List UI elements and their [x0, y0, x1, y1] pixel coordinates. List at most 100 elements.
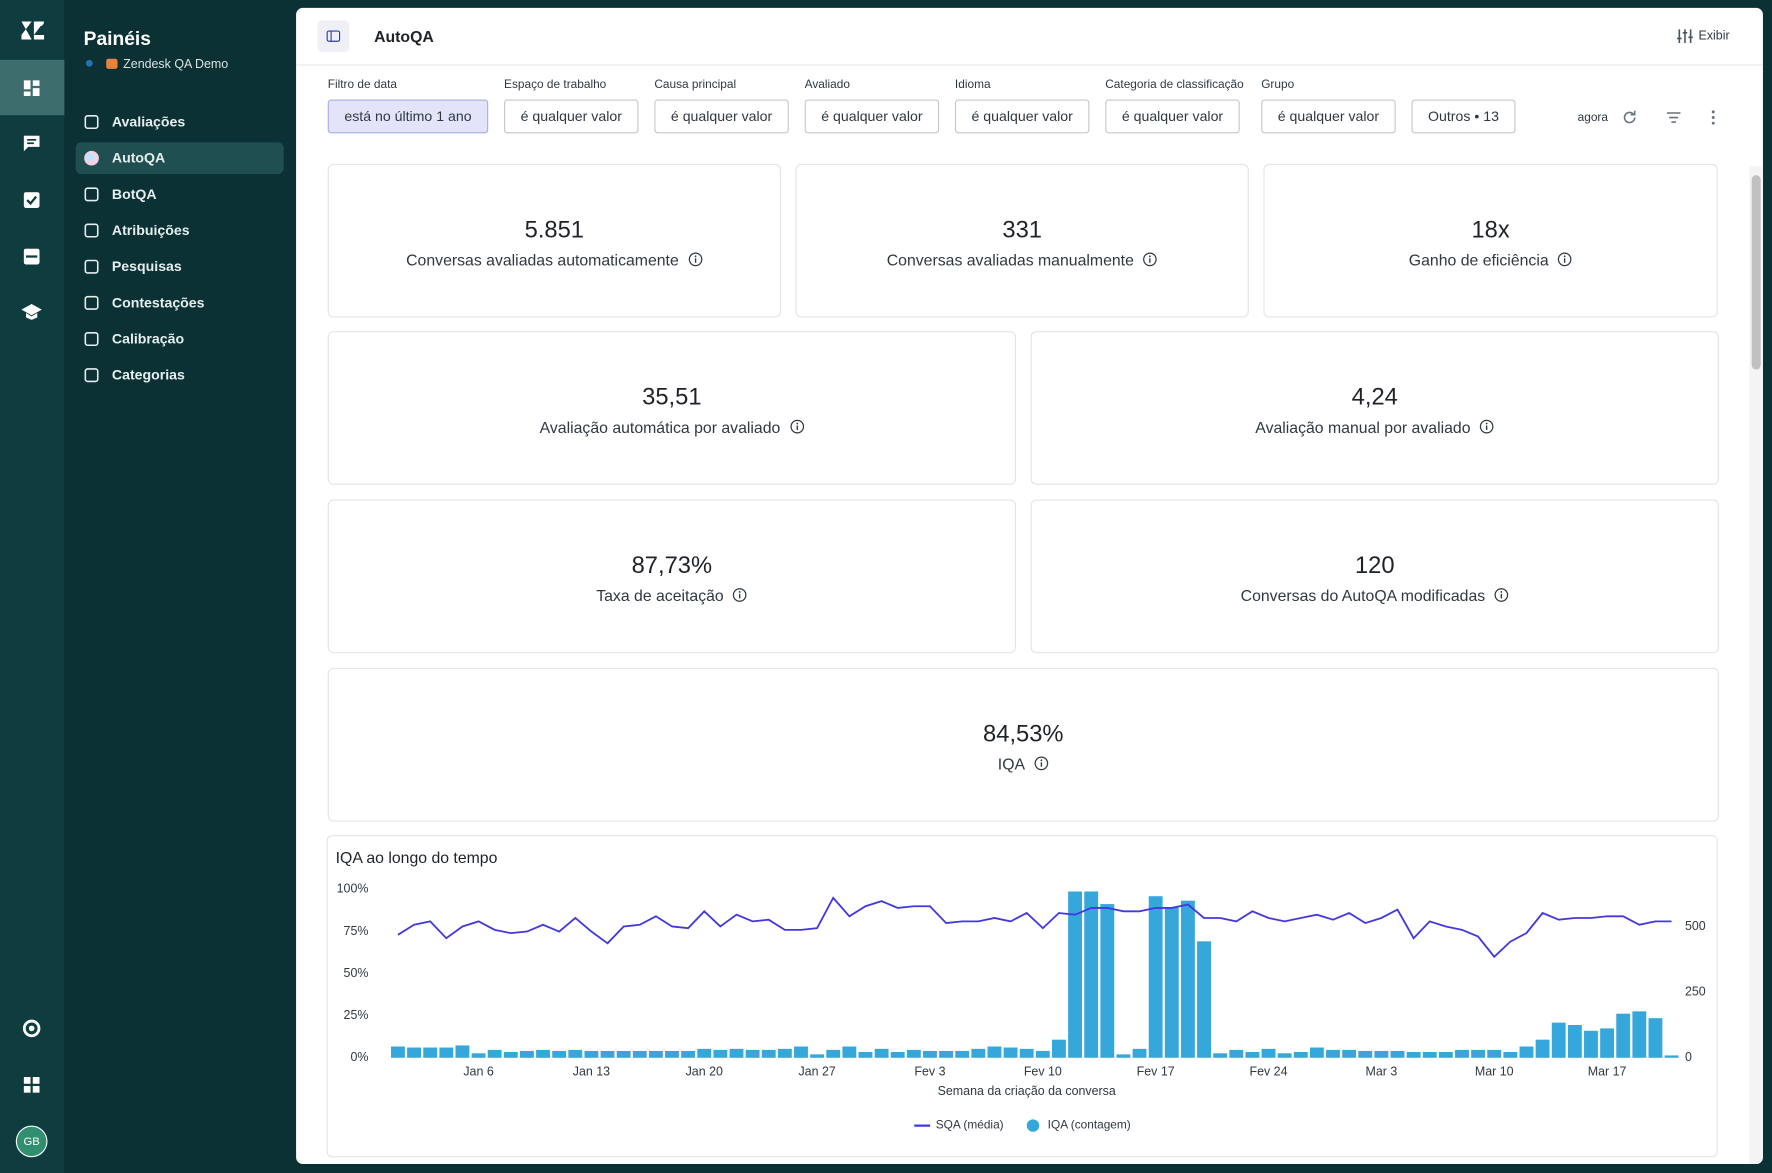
- nav-item[interactable]: AutoQA: [111, 150, 166, 167]
- metric-card: 35,51 Avaliação automática por avaliado: [327, 331, 1016, 485]
- scrollbar-thumb[interactable]: [1751, 175, 1761, 370]
- bar: [616, 1050, 631, 1058]
- conversations-icon[interactable]: [23, 135, 40, 152]
- bar: [842, 1046, 857, 1058]
- metric-value: 35,51: [642, 384, 702, 411]
- bar: [1535, 1039, 1550, 1058]
- metric-card: 331 Conversas avaliadas manualmente: [795, 163, 1249, 318]
- autoqa-icon-core: [86, 153, 95, 162]
- info-circle: [733, 588, 747, 602]
- nav-icon: [84, 150, 99, 166]
- filter-button[interactable]: é qualquer valor: [1261, 99, 1396, 134]
- refresh-icon[interactable]: [1622, 110, 1638, 126]
- nav-item[interactable]: BotQA: [111, 186, 157, 203]
- nav-icon-shape: [84, 332, 99, 347]
- filter-button[interactable]: é qualquer valor: [654, 99, 789, 134]
- nav-item[interactable]: Contestações: [111, 294, 205, 311]
- bar: [407, 1047, 422, 1058]
- metric-card: 87,73% Taxa de aceitação: [327, 499, 1016, 654]
- sidebar-toggle[interactable]: [317, 20, 350, 52]
- logo[interactable]: [20, 20, 45, 40]
- bar: [874, 1048, 889, 1058]
- bar: [826, 1049, 841, 1058]
- chart-title: IQA ao longo do tempo: [336, 850, 498, 867]
- bar: [519, 1050, 534, 1058]
- academy-icon[interactable]: [21, 303, 42, 320]
- info-icon[interactable]: [1494, 588, 1509, 603]
- metric-value: 5.851: [524, 216, 585, 243]
- dashboard-icon[interactable]: [23, 80, 40, 97]
- chart: IQA ao longo do tempo 0% 25% 50% 75% 100% 0 250…: [336, 850, 1706, 1132]
- nav-title: Painéis: [83, 28, 151, 50]
- inbox-icon[interactable]: [23, 248, 40, 265]
- filter-button[interactable]: é qualquer valor: [504, 99, 639, 134]
- metric-label-row: Avaliação manual por avaliado: [1032, 418, 1718, 436]
- info-icon[interactable]: [1143, 252, 1158, 267]
- bar: [600, 1050, 615, 1058]
- bar: [1326, 1049, 1340, 1058]
- filter-label: Causa principal: [654, 77, 737, 92]
- more-icon[interactable]: [1706, 110, 1720, 126]
- info-icon[interactable]: [789, 419, 804, 434]
- info-icon[interactable]: [1034, 756, 1049, 771]
- info-dot: [1485, 422, 1488, 425]
- metric-label: Taxa de aceitação: [596, 586, 724, 605]
- filter-icon[interactable]: [1666, 110, 1682, 126]
- bar: [1068, 891, 1082, 1058]
- metric-label-row: Conversas avaliadas automaticamente: [329, 251, 780, 269]
- info-circle: [1034, 756, 1049, 771]
- bar: [1213, 1053, 1228, 1058]
- view-button[interactable]: Exibir: [1698, 29, 1730, 43]
- nav-item[interactable]: Categorias: [111, 367, 185, 384]
- bar: [1180, 900, 1195, 1058]
- info-icon[interactable]: [688, 252, 703, 267]
- info-icon[interactable]: [1480, 419, 1495, 434]
- nav-item[interactable]: Pesquisas: [111, 258, 182, 275]
- legend-label: IQA (contagem): [1048, 1118, 1131, 1132]
- metric-value: 87,73%: [631, 552, 713, 579]
- bar: [439, 1047, 454, 1058]
- nav-icon: [84, 259, 99, 274]
- info-dot: [1500, 591, 1503, 593]
- legend-label: SQA (média): [936, 1118, 1004, 1132]
- bar: [810, 1054, 825, 1058]
- info-icon[interactable]: [733, 588, 748, 603]
- metric-value: 18x: [1471, 216, 1510, 243]
- bar: [794, 1046, 808, 1058]
- bar: [906, 1049, 921, 1058]
- bar: [955, 1050, 970, 1058]
- apps-icon[interactable]: [23, 1076, 40, 1093]
- metric-label-row: Conversas do AutoQA modificadas: [1032, 587, 1718, 605]
- bar: [665, 1050, 679, 1058]
- info-dot: [795, 422, 798, 425]
- nav-item[interactable]: Atribuições: [111, 222, 190, 239]
- bar: [729, 1048, 744, 1058]
- filter-button[interactable]: está no último 1 ano: [327, 99, 489, 134]
- bar: [423, 1047, 438, 1058]
- bar: [1616, 1013, 1631, 1058]
- nav-icon-shape: [84, 295, 99, 310]
- line: [397, 896, 1672, 959]
- tasks-icon[interactable]: [23, 192, 40, 208]
- help-icon[interactable]: [22, 1019, 41, 1038]
- y-tick-label: 0%: [350, 1050, 368, 1064]
- metric-label-row: Taxa de aceitação: [329, 587, 1015, 605]
- bar: [1438, 1052, 1453, 1058]
- bar: [987, 1046, 1002, 1058]
- bar: [503, 1052, 518, 1058]
- more-filters-button[interactable]: Outros • 13: [1411, 99, 1516, 134]
- bar: [1100, 904, 1115, 1058]
- nav-icon-shape: [84, 368, 99, 383]
- metric-card: 84,53% IQA: [327, 667, 1719, 822]
- filter-button[interactable]: é qualquer valor: [1105, 99, 1240, 134]
- scrollbar: [1749, 166, 1763, 1165]
- nav-item[interactable]: Calibração: [111, 331, 185, 347]
- metric-card: 4,24 Avaliação manual por avaliado: [1030, 331, 1719, 485]
- filter-button[interactable]: é qualquer valor: [954, 99, 1090, 134]
- avatar[interactable]: GB: [15, 1125, 48, 1158]
- filter-button[interactable]: é qualquer valor: [804, 99, 940, 134]
- info-icon[interactable]: [1558, 252, 1573, 267]
- nav-item[interactable]: Avaliações: [111, 114, 186, 130]
